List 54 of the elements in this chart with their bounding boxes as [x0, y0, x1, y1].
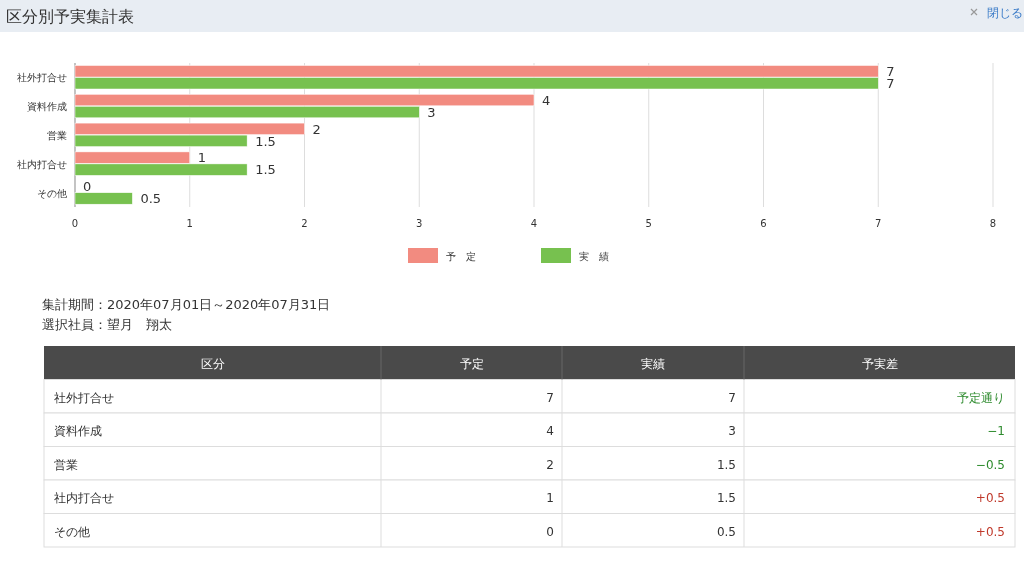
data-label: 2	[312, 121, 321, 137]
y-tick-label: 営業	[47, 130, 67, 141]
legend-label: 予 定	[446, 251, 476, 262]
y-tick-label: 社内打合せ	[17, 158, 67, 170]
data-label: 4	[542, 92, 551, 108]
category-label: 営業	[54, 457, 78, 472]
text: 予定	[459, 357, 484, 371]
text: 3	[728, 424, 736, 438]
text: 0.5	[716, 524, 736, 539]
chart-title: 区分別予実集計表	[6, 7, 134, 26]
data-label: 1.5	[255, 133, 276, 149]
text: 1	[546, 491, 554, 505]
y-tick-label: 資料作成	[27, 101, 67, 113]
y-tick-label: 社外打合せ	[17, 72, 67, 84]
text: 2	[546, 457, 554, 472]
text: 区分	[200, 357, 225, 371]
text: 1.5	[716, 491, 736, 505]
x-tick-label: 3	[416, 218, 423, 229]
x-tick-label: 8	[989, 218, 997, 229]
x-tick-label: 0	[71, 218, 79, 229]
x-tick-label: 6	[760, 218, 767, 229]
x-tick-label: 1	[186, 218, 193, 229]
text: 予定通り	[957, 390, 1005, 405]
data-label: 7	[886, 64, 895, 79]
data-label: 0.5	[140, 191, 162, 207]
data-label: 1	[197, 150, 207, 166]
legend-label: 実 績	[579, 251, 609, 262]
x-tick-label: 7	[875, 218, 882, 229]
x-tick-label: 5	[645, 218, 652, 229]
y-tick-label: その他	[37, 187, 67, 199]
text: +0.5	[975, 491, 1005, 505]
text: 0	[546, 524, 554, 539]
text: −0.5	[975, 457, 1005, 472]
data-label: 7	[886, 76, 895, 91]
text: 閉じる	[987, 6, 1023, 20]
category-label: その他	[54, 524, 90, 539]
data-label: 3	[427, 104, 436, 120]
text: 1.5	[716, 457, 736, 472]
category-label: 社内打合せ	[54, 491, 114, 505]
x-tick-label: 4	[530, 218, 538, 229]
text: 選択社員：望月 翔太	[42, 317, 172, 332]
x-tick-label: 2	[301, 218, 308, 229]
category-label: 社外打合せ	[54, 390, 114, 405]
text: 予実差	[861, 357, 898, 371]
text: −1	[987, 424, 1005, 438]
data-label: 0	[83, 179, 92, 195]
category-label: 資料作成	[54, 424, 102, 438]
text: 7	[728, 390, 736, 405]
text: 実績	[641, 357, 665, 371]
text: +0.5	[975, 524, 1005, 539]
text: 4	[546, 424, 554, 438]
text: 集計期間：2020年07月01日～2020年07月31日	[42, 297, 331, 312]
data-label: 1.5	[255, 162, 276, 178]
text: 7	[546, 390, 554, 405]
